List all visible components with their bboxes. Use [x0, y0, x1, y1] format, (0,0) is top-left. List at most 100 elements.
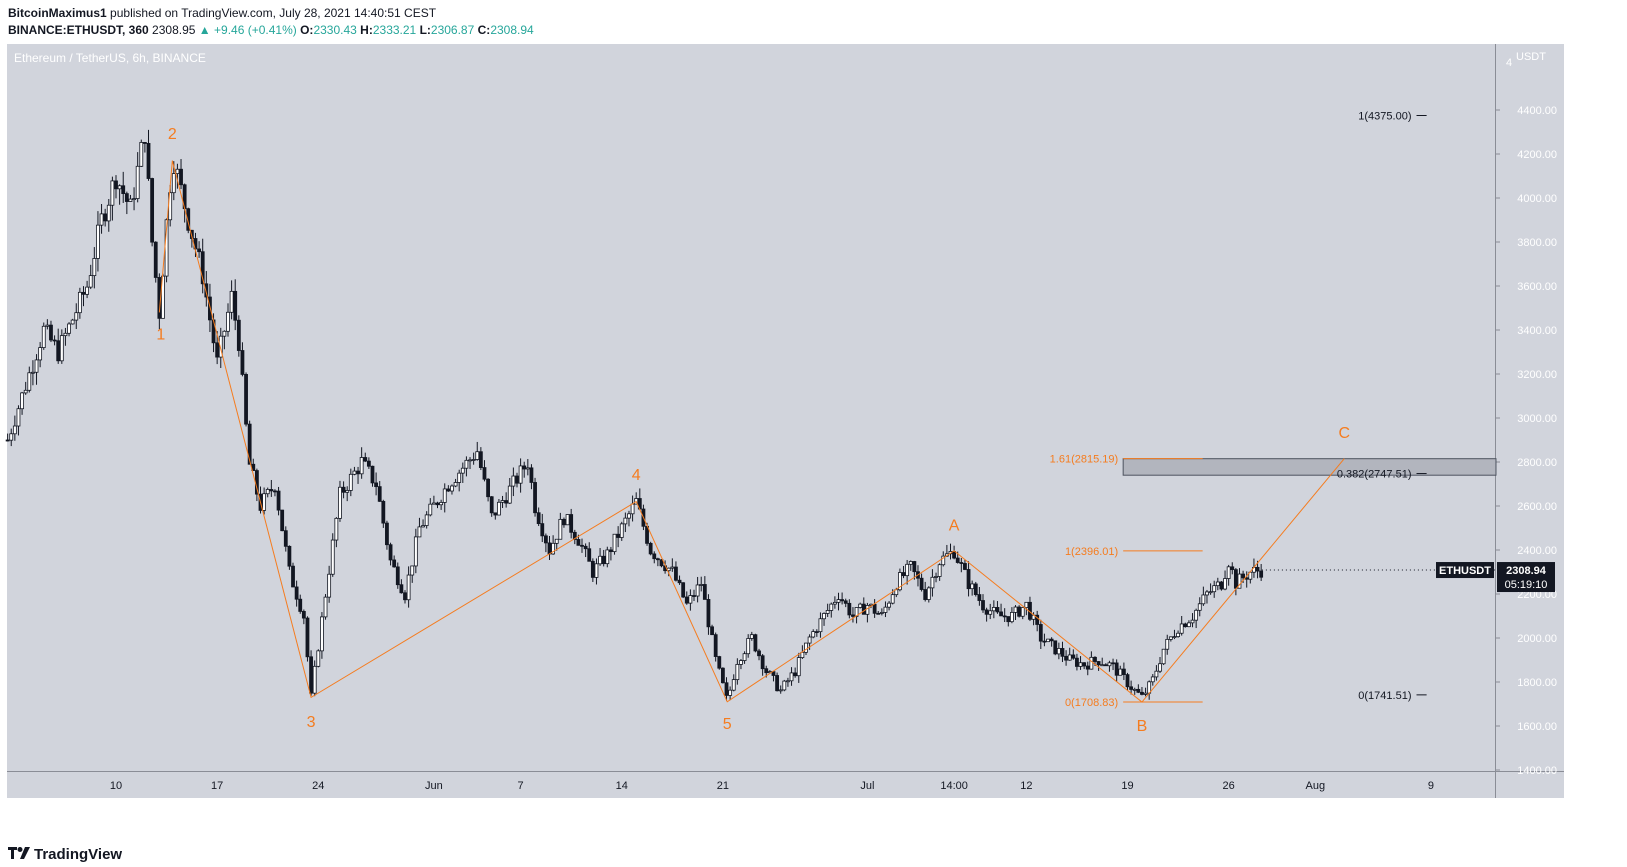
candle-up: [883, 606, 888, 613]
y-tick-label: 3800.00: [1517, 237, 1557, 249]
candle-down: [179, 168, 183, 186]
candle-up: [348, 473, 353, 491]
published-text: published on TradingView.com, July 28, 2…: [110, 6, 437, 20]
candle-down: [189, 229, 194, 239]
candle-down: [1183, 623, 1188, 628]
candle-up: [9, 433, 14, 441]
candle-up: [31, 371, 35, 374]
candle-down: [977, 594, 982, 601]
candle-down: [1121, 668, 1126, 676]
candle-up: [117, 185, 122, 190]
candle-down: [1042, 640, 1047, 643]
candle-down: [341, 486, 346, 493]
y-tick-label: 4000.00: [1517, 193, 1557, 205]
author-name[interactable]: BitcoinMaximus1: [8, 6, 107, 20]
candle-down: [385, 522, 389, 546]
x-tick-label: 12: [1020, 780, 1032, 792]
candle-up: [905, 563, 910, 577]
candle-up: [1107, 662, 1112, 667]
candle-down: [1241, 573, 1245, 579]
candle-up: [699, 584, 704, 586]
candle-down: [847, 602, 852, 616]
y-axis-top-tick: 4: [1506, 57, 1512, 69]
symbol-label: BINANCE:ETHUSDT, 360: [8, 23, 149, 37]
x-tick-label: 9: [1428, 780, 1434, 792]
candle-up: [1179, 623, 1184, 634]
candle-down: [153, 241, 158, 278]
x-tick-label: Jul: [860, 780, 874, 792]
high-value: 2333.21: [372, 23, 417, 37]
candle-down: [609, 549, 613, 553]
candle-up: [406, 574, 411, 601]
candle-up: [594, 563, 599, 578]
high-label: H:: [360, 23, 373, 37]
candle-down: [482, 467, 487, 480]
candle-up: [1165, 638, 1170, 650]
candle-up: [822, 613, 826, 620]
candle-up: [890, 594, 895, 604]
y-axis-unit: USDT: [1516, 51, 1546, 63]
y-tick-label: 3200.00: [1517, 369, 1557, 381]
candle-down: [572, 531, 577, 540]
candle-up: [320, 616, 324, 652]
candle-down: [717, 656, 722, 669]
fib-level-label: 1(2396.01): [1065, 546, 1118, 558]
candle-down: [247, 423, 252, 465]
y-tick-label: 1600.00: [1517, 721, 1557, 733]
candle-down: [876, 612, 881, 615]
target-zone: [1122, 458, 1497, 476]
candle-down: [1002, 615, 1007, 618]
y-tick-label: 2400.00: [1517, 545, 1557, 557]
candle-down: [370, 465, 375, 484]
candle-up: [262, 493, 267, 511]
candle-up: [1190, 619, 1195, 624]
open-label: O:: [300, 23, 314, 37]
candle-up: [265, 489, 270, 495]
candle-down: [1017, 606, 1022, 617]
candle-up: [161, 275, 165, 319]
x-tick-label: 7: [518, 780, 524, 792]
price-axis-background: [1496, 44, 1564, 798]
candle-down: [52, 339, 57, 342]
candle-down: [775, 675, 779, 692]
candle-down: [273, 490, 277, 493]
candle-down: [1006, 616, 1011, 623]
candle-up: [627, 513, 631, 519]
candle-down: [493, 512, 498, 516]
candle-down: [706, 599, 711, 628]
candle-up: [879, 612, 884, 614]
x-tick-label: 26: [1223, 780, 1235, 792]
candle-up: [38, 347, 43, 361]
candle-up: [811, 631, 816, 638]
up-arrow-icon: ▲: [198, 23, 211, 37]
y-tick-label: 3600.00: [1517, 281, 1557, 293]
candle-up: [825, 610, 830, 614]
candle-up: [497, 501, 501, 516]
wave-label: 4: [632, 467, 641, 484]
candle-up: [88, 275, 93, 288]
candle-down: [952, 551, 956, 559]
chart-title: Ethereum / TetherUS, 6h, BINANCE: [14, 51, 206, 65]
candle-up: [424, 514, 429, 526]
candle-up: [731, 679, 736, 691]
countdown-timer: 05:19:10: [1505, 579, 1548, 591]
header-ohlc-line: BINANCE:ETHUSDT, 360 2308.95 ▲ +9.46 (+0…: [8, 23, 534, 37]
candle-up: [829, 603, 834, 611]
candle-down: [381, 500, 386, 524]
candle-up: [1100, 664, 1105, 667]
candle-up: [27, 372, 32, 391]
candle-down: [1075, 657, 1079, 667]
candle-up: [941, 555, 946, 566]
candle-down: [659, 559, 664, 567]
wave-label: 5: [723, 716, 732, 733]
x-tick-label: Aug: [1306, 780, 1326, 792]
tradingview-brand: TradingView: [34, 846, 123, 863]
candle-up: [460, 467, 465, 474]
candle-up: [749, 634, 754, 639]
candle-down: [648, 542, 653, 555]
candle-down: [1038, 624, 1043, 642]
candle-down: [1230, 566, 1235, 571]
tradingview-logo[interactable]: TradingView: [8, 846, 122, 863]
candle-down: [793, 672, 798, 677]
